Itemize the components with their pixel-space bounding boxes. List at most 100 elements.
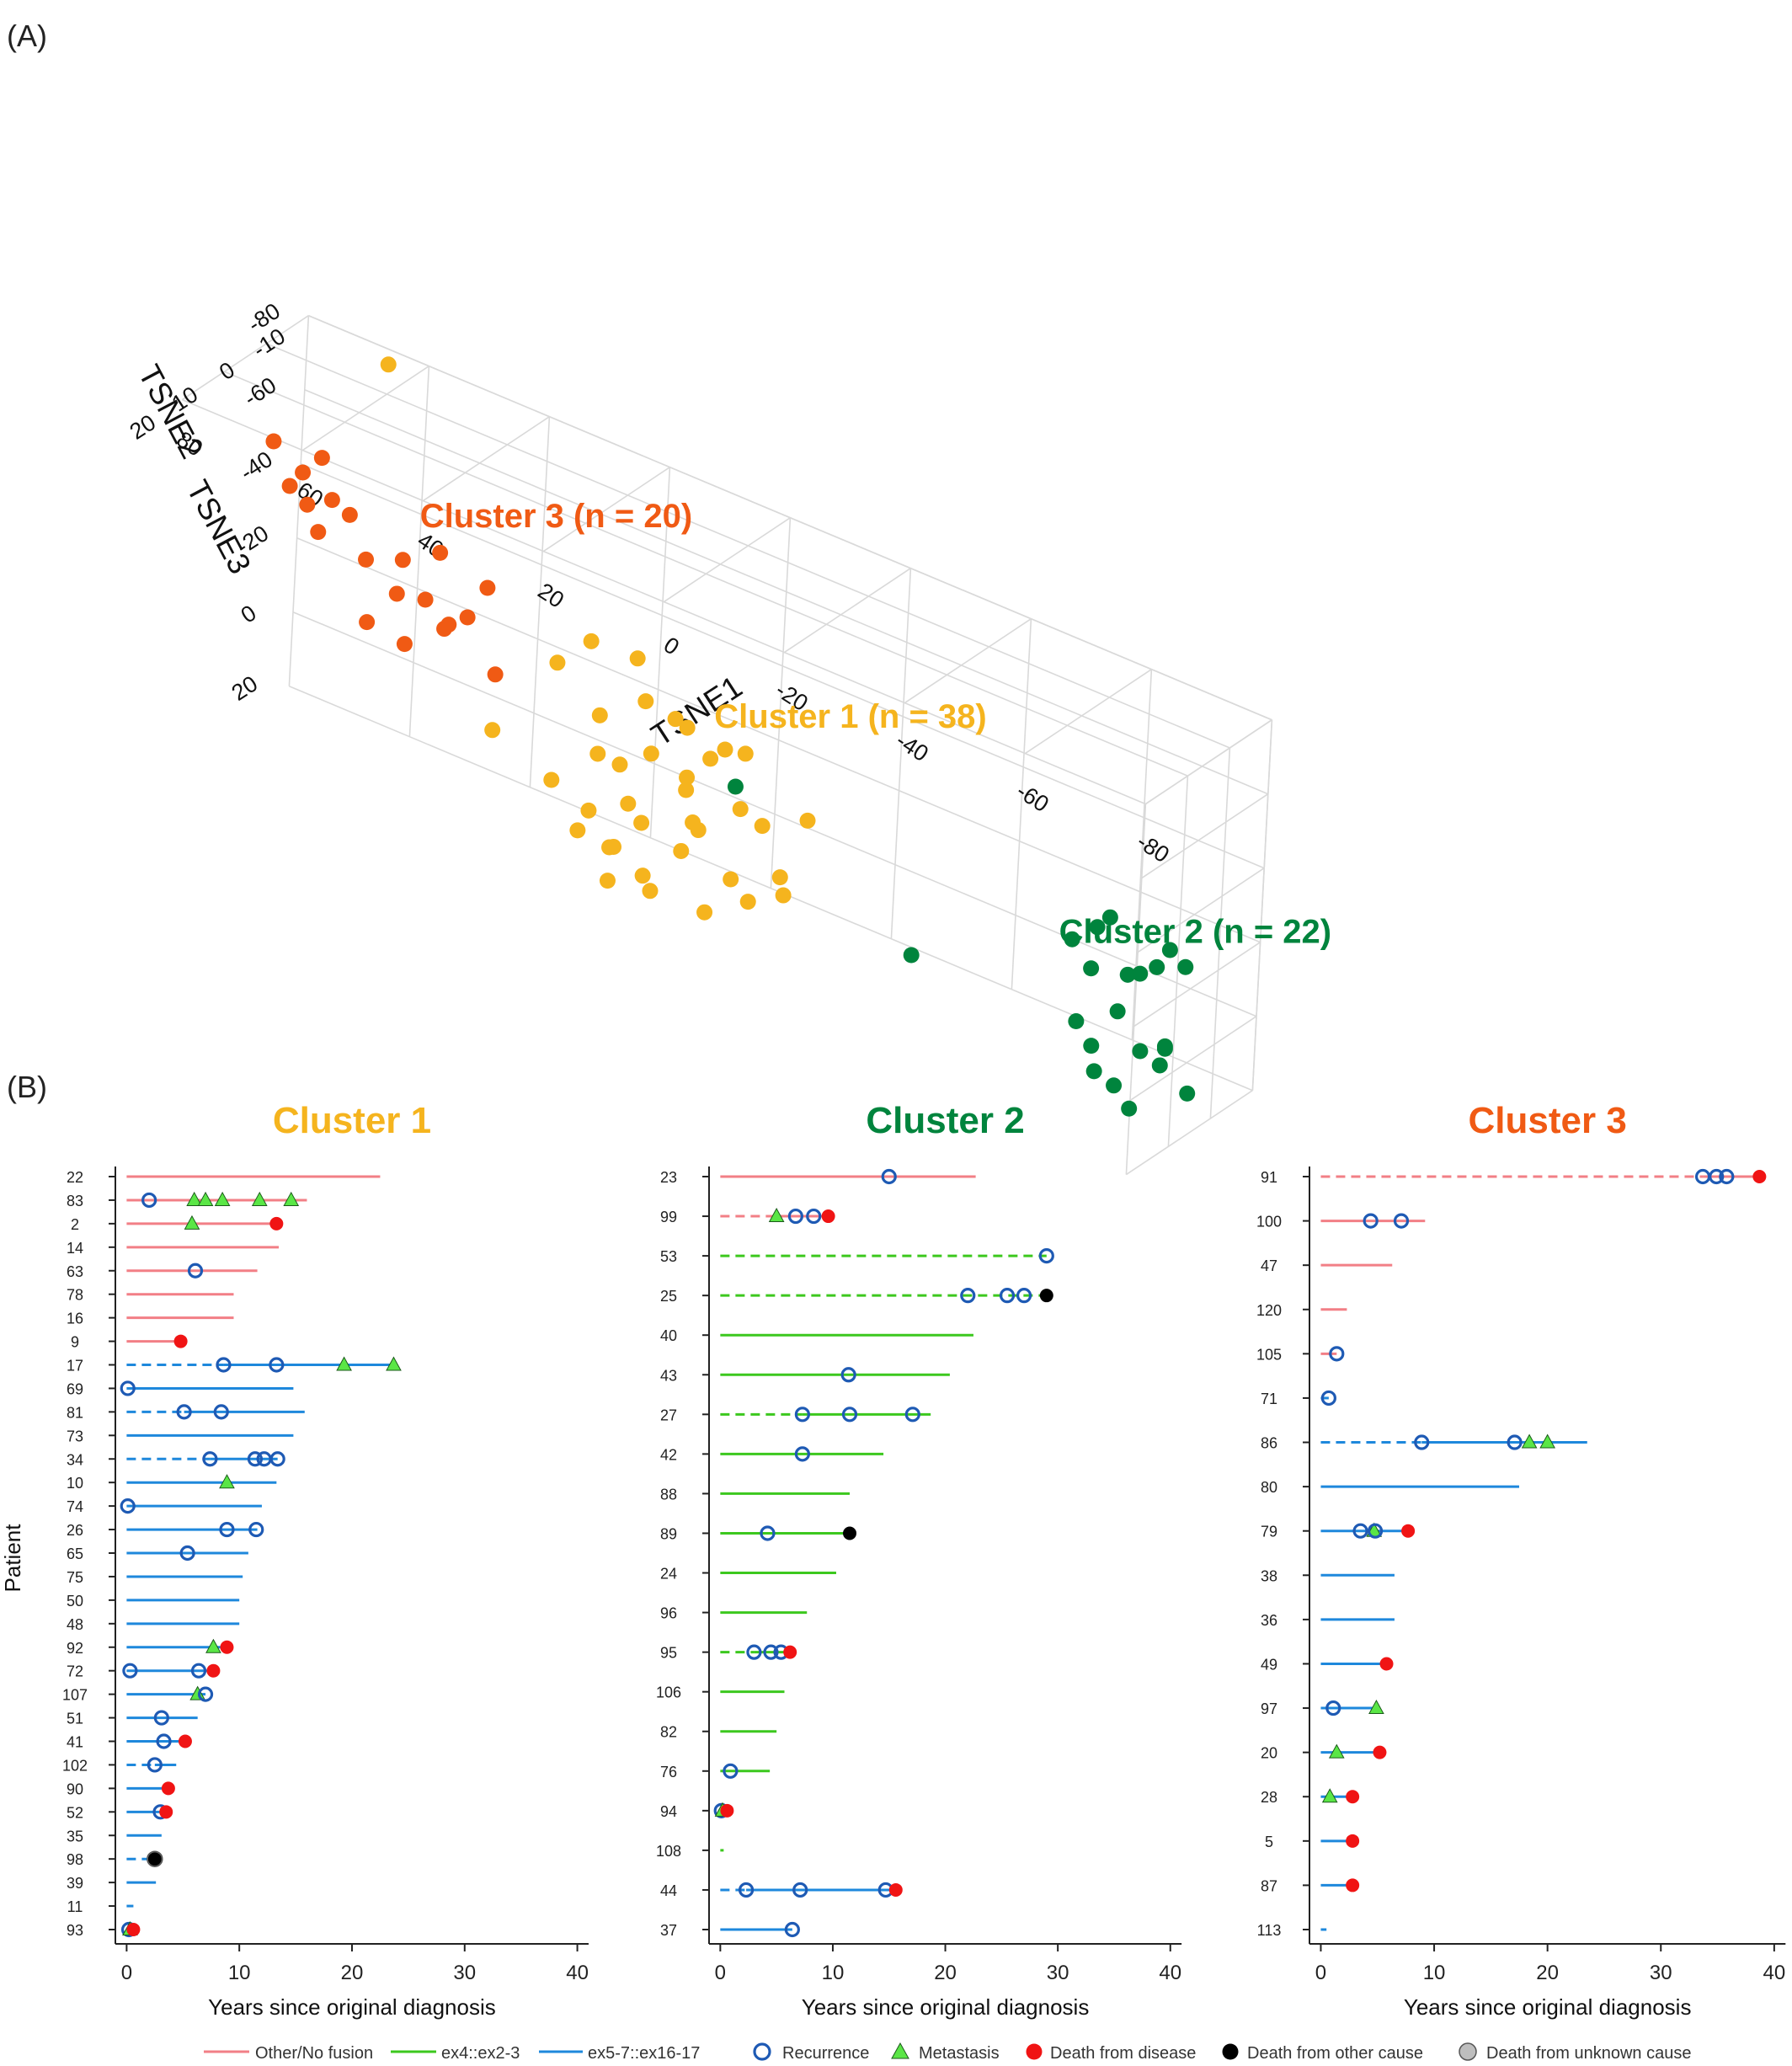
recurrence-marker	[1367, 1523, 1384, 1539]
wall-gridline	[1141, 793, 1269, 879]
metastasis-marker	[219, 1474, 235, 1489]
patient-id-label: 75	[67, 1569, 83, 1586]
tsne3-tick-label: -60	[239, 372, 280, 411]
cluster2-point	[1132, 1043, 1149, 1060]
cluster1-point	[380, 356, 397, 373]
recurrence-marker	[1352, 1523, 1368, 1539]
death-from-disease-marker	[1346, 1790, 1360, 1804]
patient-id-label: 14	[67, 1240, 83, 1257]
metastasis-marker	[205, 1638, 221, 1653]
patient-id-label: 43	[660, 1367, 677, 1384]
x-tick-label: 10	[822, 1962, 845, 1984]
death-from-disease-marker	[173, 1334, 188, 1348]
swimmer-panel-cluster2: Cluster 2 0 10 20 30 40 Years since original d…	[656, 1100, 1182, 2020]
cluster3-point	[487, 666, 504, 683]
recurrence-marker	[1414, 1434, 1430, 1450]
floor-gridline	[182, 398, 1146, 805]
x-axis-label: Years since original diagnosis	[208, 1994, 496, 2020]
patient-id-label: 65	[67, 1545, 83, 1562]
recurrence-marker	[1320, 1390, 1336, 1407]
recurrence-marker	[792, 1882, 808, 1898]
recurrence-marker	[1393, 1213, 1410, 1229]
metastasis-marker	[251, 1191, 268, 1206]
recurrence-marker	[960, 1288, 976, 1304]
cluster1-point	[599, 873, 616, 889]
recurrence-marker	[141, 1192, 157, 1209]
patient-id-label: 9	[71, 1334, 79, 1351]
tsne2-tick-label: 0	[215, 357, 239, 385]
patient-id-label: 51	[67, 1711, 83, 1727]
cluster3-point	[459, 609, 476, 626]
wall-gridline	[1125, 803, 1147, 1175]
cluster1-point	[771, 869, 788, 886]
recurrence-marker	[202, 1451, 218, 1467]
patient-id-label: 48	[67, 1616, 83, 1633]
patient-id-label: 17	[67, 1358, 83, 1375]
patient-id-label: 25	[660, 1288, 677, 1305]
legend-label-ex5: ex5-7::ex16-17	[588, 2044, 700, 2063]
patient-id-label: 5	[1265, 1834, 1273, 1850]
cluster1-point	[667, 711, 684, 728]
x-axis-label: Years since original diagnosis	[1404, 1994, 1692, 2020]
patient-id-label: 44	[660, 1882, 677, 1899]
floor-gridline	[422, 416, 550, 502]
legend-death-unknown-icon	[1459, 2042, 1477, 2061]
floor-gridline	[542, 467, 670, 553]
cluster3-point	[358, 551, 375, 568]
cluster3-point	[396, 636, 413, 653]
wall-gridline	[1011, 618, 1032, 990]
cluster2-point	[1106, 1077, 1123, 1094]
x-tick-label: 0	[121, 1962, 132, 1984]
cluster2-point	[1161, 942, 1178, 958]
patient-id-label: 83	[67, 1193, 83, 1209]
patient-id-label: 26	[67, 1522, 83, 1539]
wall-gridline	[649, 467, 671, 838]
cluster2-point	[1109, 1003, 1126, 1020]
floor-gridline	[224, 371, 1188, 777]
cluster1-point	[739, 894, 756, 910]
patient-id-label: 105	[1256, 1346, 1282, 1363]
recurrence-marker	[1507, 1434, 1523, 1450]
metastasis-marker	[1328, 1743, 1345, 1759]
legend-metastasis-icon	[891, 2042, 909, 2059]
patient-id-label: 40	[660, 1327, 677, 1344]
patient-id-label: 80	[1261, 1479, 1277, 1496]
patient-id-label: 76	[660, 1764, 677, 1780]
metastasis-marker	[1539, 1433, 1556, 1449]
recurrence-marker	[269, 1451, 285, 1467]
death-from-disease-marker	[1379, 1657, 1394, 1671]
floor-gridline	[904, 618, 1032, 704]
x-tick-label: 40	[1159, 1962, 1181, 1984]
patient-id-label: 82	[660, 1724, 677, 1741]
death-from-disease-marker	[206, 1663, 221, 1678]
patient-id-label: 106	[656, 1684, 681, 1701]
x-tick-label: 30	[453, 1962, 476, 1984]
legend-death-other-icon	[1222, 2043, 1239, 2060]
wall-gridline	[1167, 776, 1189, 1147]
death-from-disease-marker	[888, 1882, 903, 1897]
recurrence-marker	[841, 1407, 858, 1423]
recurrence-marker	[763, 1644, 779, 1660]
death-from-disease-marker	[1346, 1834, 1360, 1848]
patient-id-label: 27	[660, 1407, 677, 1423]
death-from-disease-marker	[1401, 1524, 1416, 1538]
death-from-other-cause-marker	[1039, 1289, 1053, 1303]
cluster1-point	[717, 741, 733, 758]
patient-id-label: 74	[67, 1498, 83, 1515]
cluster2-label: Cluster 2 (n = 22)	[1059, 914, 1331, 951]
patient-id-label: 92	[67, 1640, 83, 1657]
cluster1-point	[484, 722, 501, 739]
cluster2-point	[1089, 919, 1106, 936]
cluster3-point	[299, 496, 316, 513]
patient-id-label: 91	[1261, 1169, 1277, 1186]
x-tick-label: 30	[1047, 1962, 1069, 1984]
cluster1-point	[799, 812, 816, 829]
patient-id-label: 49	[1261, 1656, 1277, 1673]
patient-id-label: 2	[71, 1216, 79, 1233]
patient-id-label: 41	[67, 1734, 83, 1751]
metastasis-marker	[184, 1215, 200, 1230]
recurrence-marker	[787, 1208, 803, 1225]
recurrence-marker	[794, 1407, 810, 1423]
legend-label-other-no-fusion: Other/No fusion	[255, 2044, 373, 2063]
cluster1-point	[569, 822, 586, 839]
